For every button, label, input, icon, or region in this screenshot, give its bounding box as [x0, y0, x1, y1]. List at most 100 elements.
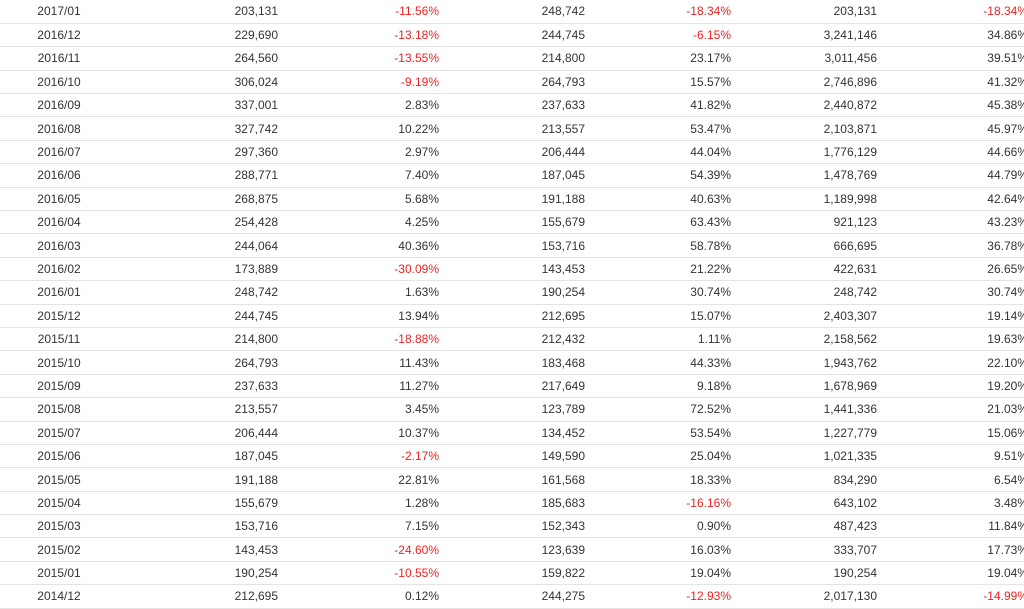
period-cell: 2015/03 — [37, 519, 81, 534]
change-3-cell: 19.20% — [987, 378, 1024, 393]
change-1-cell: 22.81% — [398, 472, 439, 487]
value-3-cell: 1,189,998 — [823, 191, 877, 206]
value-3-cell: 834,290 — [833, 472, 877, 487]
value-2-cell: 214,800 — [541, 51, 585, 66]
table-row: 2015/08 213,557 3.45% 123,789 72.52% 1,441,33… — [0, 398, 1024, 422]
change-3-cell: 43.23% — [987, 215, 1024, 230]
value-1-cell: 214,800 — [234, 332, 278, 347]
value-2-cell: 244,275 — [541, 589, 585, 604]
period-cell: 2016/04 — [37, 215, 81, 230]
value-3-cell: 190,254 — [833, 566, 877, 581]
period-cell: 2016/10 — [37, 74, 81, 89]
period-cell: 2015/08 — [37, 402, 81, 417]
value-3-cell: 2,103,871 — [823, 121, 877, 136]
change-2-cell: 53.54% — [690, 425, 731, 440]
value-1-cell: 306,024 — [234, 74, 278, 89]
change-3-cell: 6.54% — [993, 472, 1024, 487]
change-3-cell: 19.04% — [987, 566, 1024, 581]
change-2-cell: 1.11% — [697, 332, 731, 347]
change-1-cell: 11.27% — [399, 378, 439, 393]
change-1-cell: 2.97% — [404, 145, 439, 160]
change-1-cell: -24.60% — [394, 542, 439, 557]
table-row: 2015/05 191,188 22.81% 161,568 18.33% 834,290… — [0, 468, 1024, 492]
value-3-cell: 2,746,896 — [823, 74, 877, 89]
value-1-cell: 264,560 — [234, 51, 278, 66]
value-1-cell: 297,360 — [234, 145, 278, 160]
table-row: 2016/06 288,771 7.40% 187,045 54.39% 1,478,76… — [0, 164, 1024, 188]
value-2-cell: 213,557 — [541, 121, 585, 136]
value-2-cell: 155,679 — [541, 215, 585, 230]
value-1-cell: 191,188 — [234, 472, 278, 487]
value-3-cell: 333,707 — [833, 542, 877, 557]
change-1-cell: 1.63% — [404, 285, 439, 300]
change-3-cell: 11.84% — [988, 519, 1024, 534]
value-3-cell: 1,478,769 — [823, 168, 877, 183]
change-1-cell: 11.43% — [399, 355, 439, 370]
period-cell: 2016/09 — [37, 98, 81, 113]
table-row: 2015/10 264,793 11.43% 183,468 44.33% 1,943,7… — [0, 351, 1024, 375]
change-2-cell: 30.74% — [690, 285, 731, 300]
value-1-cell: 155,679 — [234, 495, 278, 510]
table-row: 2015/07 206,444 10.37% 134,452 53.54% 1,227,7… — [0, 421, 1024, 445]
change-2-cell: 53.47% — [690, 121, 731, 136]
change-3-cell: -14.99% — [983, 589, 1024, 604]
change-2-cell: 15.07% — [690, 308, 731, 323]
change-3-cell: 39.51% — [987, 51, 1024, 66]
value-2-cell: 217,649 — [541, 378, 585, 393]
value-1-cell: 229,690 — [234, 28, 278, 43]
table-row: 2015/06 187,045 -2.17% 149,590 25.04% 1,021,3… — [0, 444, 1024, 468]
value-1-cell: 212,695 — [234, 589, 278, 604]
change-1-cell: 4.25% — [404, 215, 439, 230]
change-3-cell: 21.03% — [987, 402, 1024, 417]
table-row: 2014/12 212,695 0.12% 244,275 -12.93% 2,017,1… — [0, 585, 1024, 609]
table-row: 2016/04 254,428 4.25% 155,679 63.43% 921,123 4… — [0, 211, 1024, 234]
period-cell: 2015/05 — [37, 472, 81, 487]
change-2-cell: -6.15% — [692, 28, 731, 43]
value-1-cell: 248,742 — [234, 285, 278, 300]
change-2-cell: 21.22% — [690, 261, 731, 276]
change-3-cell: -18.34% — [983, 4, 1024, 19]
value-2-cell: 159,822 — [541, 566, 585, 581]
change-1-cell: 10.37% — [398, 425, 439, 440]
value-3-cell: 422,631 — [833, 261, 877, 276]
change-2-cell: 41.82% — [690, 98, 731, 113]
value-3-cell: 3,241,146 — [823, 28, 877, 43]
change-1-cell: -11.56% — [395, 4, 439, 19]
change-2-cell: 58.78% — [690, 238, 731, 253]
change-2-cell: 44.04% — [690, 145, 731, 160]
value-2-cell: 153,716 — [541, 238, 585, 253]
change-1-cell: -13.55% — [394, 51, 439, 66]
table-row: 2015/01 190,254 -10.55% 159,822 19.04% 190,25… — [0, 561, 1024, 585]
value-2-cell: 183,468 — [541, 355, 585, 370]
change-3-cell: 15.06% — [987, 425, 1024, 440]
value-2-cell: 143,453 — [541, 261, 585, 276]
change-1-cell: 0.12% — [404, 589, 439, 604]
table-row: 2016/03 244,064 40.36% 153,716 58.78% 666,695… — [0, 234, 1024, 258]
table-row: 2016/02 173,889 -30.09% 143,453 21.22% 422,63… — [0, 257, 1024, 281]
period-cell: 2016/03 — [37, 238, 81, 253]
value-3-cell: 1,441,336 — [823, 402, 877, 417]
table-row: 2016/10 306,024 -9.19% 264,793 15.57% 2,746,8… — [0, 70, 1024, 94]
value-1-cell: 203,131 — [234, 4, 278, 19]
period-cell: 2016/12 — [37, 28, 81, 43]
value-3-cell: 921,123 — [833, 215, 877, 230]
change-3-cell: 36.78% — [987, 238, 1024, 253]
change-2-cell: 72.52% — [690, 402, 731, 417]
table-row: 2016/07 297,360 2.97% 206,444 44.04% 1,776,12… — [0, 140, 1024, 164]
change-1-cell: 13.94% — [398, 308, 439, 323]
period-cell: 2016/06 — [37, 168, 81, 183]
value-2-cell: 206,444 — [541, 145, 585, 160]
change-3-cell: 9.51% — [993, 449, 1024, 464]
table-row: 2017/01 203,131 -11.56% 248,742 -18.34% 203,1… — [0, 0, 1024, 24]
table-row: 2016/01 248,742 1.63% 190,254 30.74% 248,742 3… — [0, 281, 1024, 305]
value-2-cell: 264,793 — [541, 74, 585, 89]
value-1-cell: 264,793 — [234, 355, 278, 370]
change-2-cell: 0.90% — [696, 519, 731, 534]
value-3-cell: 1,227,779 — [823, 425, 877, 440]
value-3-cell: 1,678,969 — [823, 378, 877, 393]
table-row: 2016/11 264,560 -13.55% 214,800 23.17% 3,011,… — [0, 47, 1024, 71]
change-2-cell: 15.57% — [690, 74, 731, 89]
value-2-cell: 123,789 — [541, 402, 585, 417]
change-1-cell: 1.28% — [404, 495, 439, 510]
